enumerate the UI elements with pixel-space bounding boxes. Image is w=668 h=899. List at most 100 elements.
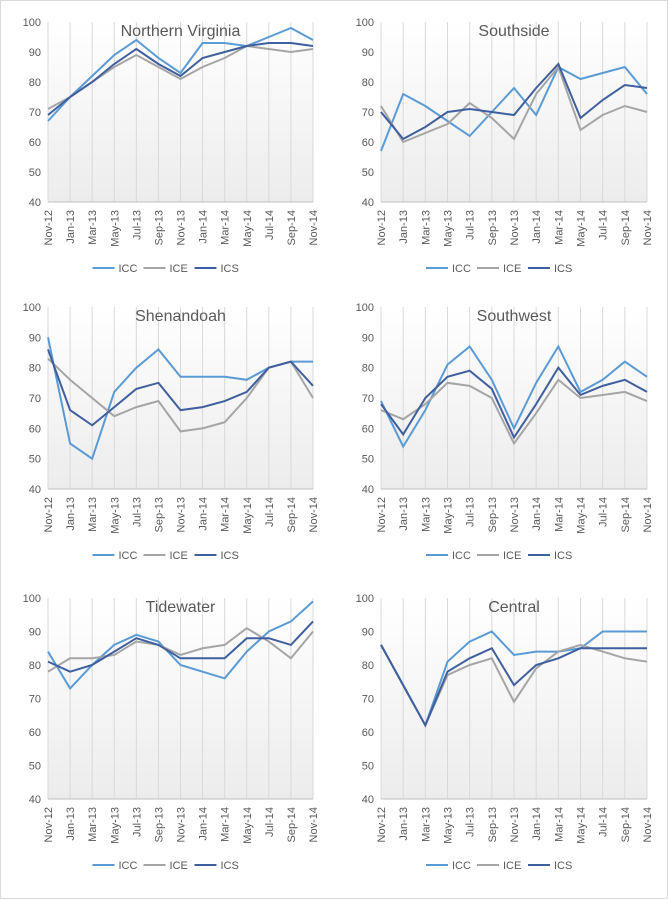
- x-tick-label: Jan-14: [531, 210, 543, 244]
- x-tick-label: Sep-13: [153, 210, 165, 245]
- y-tick-label: 60: [29, 727, 41, 739]
- legend-label: ICE: [503, 263, 521, 275]
- x-tick-label: Nov-13: [509, 210, 521, 245]
- x-tick-label: Mar-14: [553, 210, 565, 245]
- legend-label: ICS: [221, 550, 239, 562]
- legend-label: ICC: [452, 860, 471, 872]
- legend-label: ICE: [170, 263, 188, 275]
- x-tick-label: Sep-14: [620, 497, 632, 532]
- x-tick-label: Mar-13: [420, 497, 432, 532]
- y-tick-label: 50: [29, 761, 41, 773]
- y-tick-label: 40: [29, 794, 41, 806]
- x-tick-label: May-14: [576, 210, 588, 247]
- y-tick-label: 70: [362, 393, 374, 405]
- x-tick-label: Nov-13: [509, 807, 521, 842]
- y-tick-label: 40: [362, 794, 374, 806]
- chart-title: Southside: [478, 23, 549, 40]
- legend-label: ICC: [119, 860, 138, 872]
- x-tick-label: May-13: [109, 807, 121, 844]
- series-line: [47, 349, 314, 427]
- x-tick-label: Jul-13: [465, 807, 477, 837]
- chart-title: Central: [488, 599, 540, 616]
- y-tick-label: 60: [362, 727, 374, 739]
- x-tick-label: May-14: [576, 497, 588, 534]
- x-tick-label: May-14: [242, 210, 254, 247]
- x-tick-label: May-14: [242, 807, 254, 844]
- y-tick-label: 100: [23, 302, 41, 314]
- x-tick-label: Jan-14: [198, 497, 210, 531]
- legend-label: ICS: [221, 860, 239, 872]
- chart-title: Shenandoah: [135, 308, 226, 325]
- x-tick-label: Jan-13: [65, 210, 77, 244]
- series-line: [380, 344, 648, 449]
- x-tick-label: Jul-13: [131, 807, 143, 837]
- x-tick-label: Mar-13: [87, 497, 99, 532]
- series-line: [47, 620, 314, 673]
- legend-label: ICE: [170, 550, 188, 562]
- y-tick-label: 100: [356, 17, 374, 29]
- x-tick-label: Jul-14: [598, 497, 610, 527]
- y-tick-label: 90: [362, 627, 374, 639]
- x-tick-label: May-13: [443, 497, 455, 534]
- legend-label: ICE: [170, 860, 188, 872]
- x-tick-label: Nov-13: [176, 497, 188, 532]
- x-tick-label: Jan-13: [65, 807, 77, 841]
- chart-title: Northern Virginia: [121, 23, 241, 40]
- x-tick-label: Jul-14: [264, 210, 276, 240]
- x-tick-label: Mar-14: [220, 210, 232, 245]
- x-tick-label: Jan-13: [65, 497, 77, 531]
- y-tick-label: 80: [362, 660, 374, 672]
- x-tick-label: Jan-14: [531, 807, 543, 841]
- y-tick-label: 70: [29, 393, 41, 405]
- x-tick-label: Nov-12: [43, 497, 55, 532]
- chart-title: Tidewater: [146, 599, 216, 616]
- y-tick-label: 70: [362, 107, 374, 119]
- x-tick-label: Mar-13: [420, 807, 432, 842]
- y-tick-label: 50: [29, 167, 41, 179]
- x-tick-label: Sep-13: [487, 497, 499, 532]
- y-tick-label: 60: [362, 137, 374, 149]
- x-tick-label: Sep-14: [286, 210, 298, 245]
- y-tick-label: 80: [362, 77, 374, 89]
- x-tick-label: Sep-13: [487, 210, 499, 245]
- x-tick-label: Jul-14: [598, 807, 610, 837]
- series-line: [380, 64, 648, 144]
- y-tick-label: 60: [29, 423, 41, 435]
- x-tick-label: Nov-13: [176, 807, 188, 842]
- x-tick-label: Jul-13: [131, 497, 143, 527]
- legend-label: ICC: [452, 550, 471, 562]
- x-tick-label: Jan-13: [398, 210, 410, 244]
- y-tick-label: 80: [29, 660, 41, 672]
- y-tick-label: 40: [29, 197, 41, 209]
- y-tick-label: 80: [29, 77, 41, 89]
- x-tick-label: Nov-14: [308, 210, 320, 245]
- x-tick-label: Mar-14: [553, 807, 565, 842]
- x-tick-label: Sep-13: [153, 807, 165, 842]
- x-tick-label: Nov-12: [376, 807, 388, 842]
- series-line: [380, 365, 648, 440]
- x-tick-label: Sep-13: [153, 497, 165, 532]
- x-tick-label: Sep-14: [286, 807, 298, 842]
- x-tick-label: Jul-14: [264, 497, 276, 527]
- series-line: [380, 62, 648, 141]
- x-tick-label: Mar-14: [220, 807, 232, 842]
- y-tick-label: 60: [362, 423, 374, 435]
- y-tick-label: 90: [29, 47, 41, 59]
- legend-label: ICC: [119, 263, 138, 275]
- x-tick-label: Jan-14: [198, 807, 210, 841]
- chart-title: Southwest: [477, 308, 552, 325]
- x-tick-label: Nov-12: [376, 210, 388, 245]
- legend-label: ICS: [554, 263, 572, 275]
- y-tick-label: 80: [29, 363, 41, 375]
- y-tick-label: 100: [23, 593, 41, 605]
- legend-label: ICE: [503, 860, 521, 872]
- legend-label: ICS: [554, 550, 572, 562]
- x-tick-label: Jan-13: [398, 497, 410, 531]
- legend-label: ICS: [554, 860, 572, 872]
- y-tick-label: 70: [29, 694, 41, 706]
- y-tick-label: 90: [362, 332, 374, 344]
- x-tick-label: Jul-14: [264, 807, 276, 837]
- x-tick-label: Nov-14: [308, 807, 320, 842]
- x-tick-label: Mar-13: [87, 210, 99, 245]
- y-tick-label: 50: [29, 454, 41, 466]
